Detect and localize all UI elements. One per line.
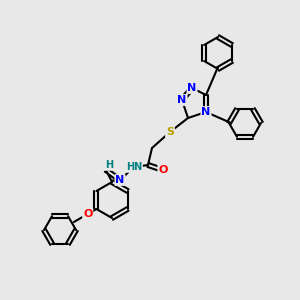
Text: N: N (116, 175, 124, 185)
Text: H: H (105, 160, 113, 170)
Text: O: O (158, 165, 168, 175)
Text: N: N (177, 95, 187, 105)
Text: O: O (83, 209, 92, 219)
Text: N: N (201, 107, 211, 117)
Text: S: S (166, 127, 174, 137)
Text: N: N (188, 83, 196, 93)
Text: HN: HN (126, 162, 142, 172)
